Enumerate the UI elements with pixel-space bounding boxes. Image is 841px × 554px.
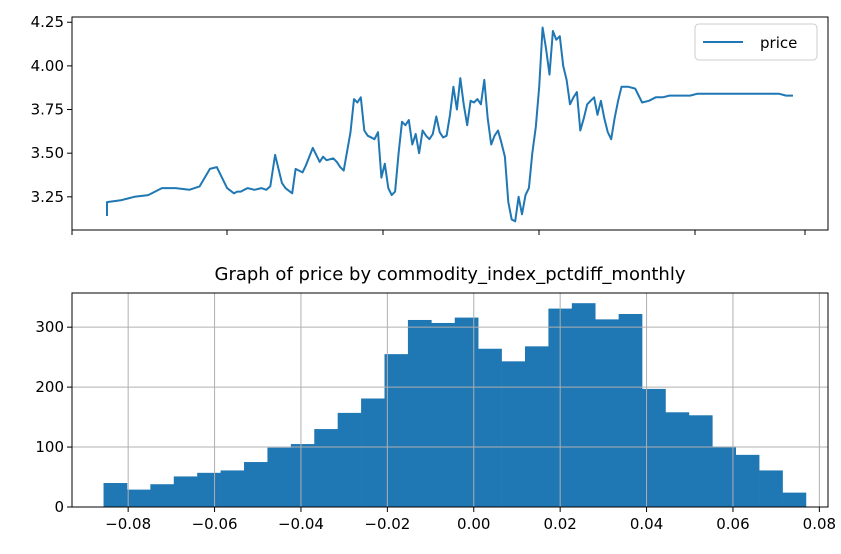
histogram-bar bbox=[290, 444, 315, 507]
legend: price bbox=[694, 23, 818, 61]
histogram-bar bbox=[244, 462, 268, 507]
bottom-x-tick-label: −0.02 bbox=[364, 515, 410, 533]
histogram-bar bbox=[407, 319, 432, 507]
bottom-x-tick-label: 0.08 bbox=[803, 515, 836, 533]
bottom-y-tick-label: 100 bbox=[35, 438, 64, 456]
bottom-axes-frame bbox=[71, 292, 829, 508]
histogram-bar bbox=[735, 454, 760, 507]
histogram-bar bbox=[454, 317, 479, 507]
histogram-plot: Graph of price by commodity_index_pctdif… bbox=[35, 264, 836, 533]
bottom-x-tick-label: 0.06 bbox=[716, 515, 749, 533]
histogram-bar bbox=[665, 412, 690, 507]
histogram-bar bbox=[478, 348, 502, 507]
histogram-bar bbox=[197, 472, 221, 507]
top-y-tick-label: 3.75 bbox=[31, 101, 64, 119]
top-y-tick-label: 4.25 bbox=[31, 13, 64, 31]
histogram-bar bbox=[618, 313, 643, 507]
histogram-bar bbox=[525, 346, 549, 507]
legend-box bbox=[694, 23, 818, 61]
histogram-bar bbox=[103, 483, 128, 507]
bottom-y-tick-label: 0 bbox=[54, 498, 64, 516]
histogram-bar bbox=[571, 303, 596, 507]
histogram-bar bbox=[501, 361, 526, 507]
histogram-bar bbox=[337, 412, 362, 507]
histogram-bar bbox=[595, 319, 619, 507]
price-series-line bbox=[106, 26, 793, 223]
top-y-tick-label: 4.00 bbox=[31, 57, 64, 75]
bottom-x-tick-label: 0.04 bbox=[630, 515, 663, 533]
bottom-x-tick-label: −0.04 bbox=[278, 515, 324, 533]
histogram-bar bbox=[384, 354, 409, 507]
histogram-bar bbox=[642, 388, 666, 507]
bottom-y-tick-label: 300 bbox=[35, 318, 64, 336]
histogram-bar bbox=[688, 415, 713, 507]
bottom-x-tick-label: −0.08 bbox=[105, 515, 151, 533]
price-line-plot: 3.25 3.50 3.75 4.00 4.25 price bbox=[31, 13, 829, 235]
histogram-bar bbox=[431, 322, 456, 507]
histogram-bar bbox=[173, 476, 198, 507]
legend-label-price: price bbox=[760, 34, 797, 52]
histogram-bar bbox=[220, 470, 245, 507]
histogram-bar bbox=[759, 470, 783, 507]
top-y-tick-label: 3.50 bbox=[31, 144, 64, 162]
histogram-bar bbox=[267, 447, 292, 507]
bottom-x-tick-label: −0.06 bbox=[192, 515, 238, 533]
histogram-title: Graph of price by commodity_index_pctdif… bbox=[215, 264, 686, 285]
histogram-bar bbox=[361, 398, 385, 507]
histogram-bars bbox=[103, 303, 807, 507]
histogram-bar bbox=[782, 492, 807, 507]
bottom-y-tick-label: 200 bbox=[35, 378, 64, 396]
histogram-bar bbox=[712, 446, 737, 507]
top-axes-frame bbox=[71, 16, 829, 231]
histogram-bar bbox=[314, 429, 338, 507]
bottom-x-tick-label: 0.00 bbox=[457, 515, 490, 533]
histogram-bar bbox=[150, 484, 175, 507]
top-y-tick-label: 3.25 bbox=[31, 188, 64, 206]
histogram-bar bbox=[126, 489, 151, 507]
bottom-x-tick-label: 0.02 bbox=[543, 515, 576, 533]
